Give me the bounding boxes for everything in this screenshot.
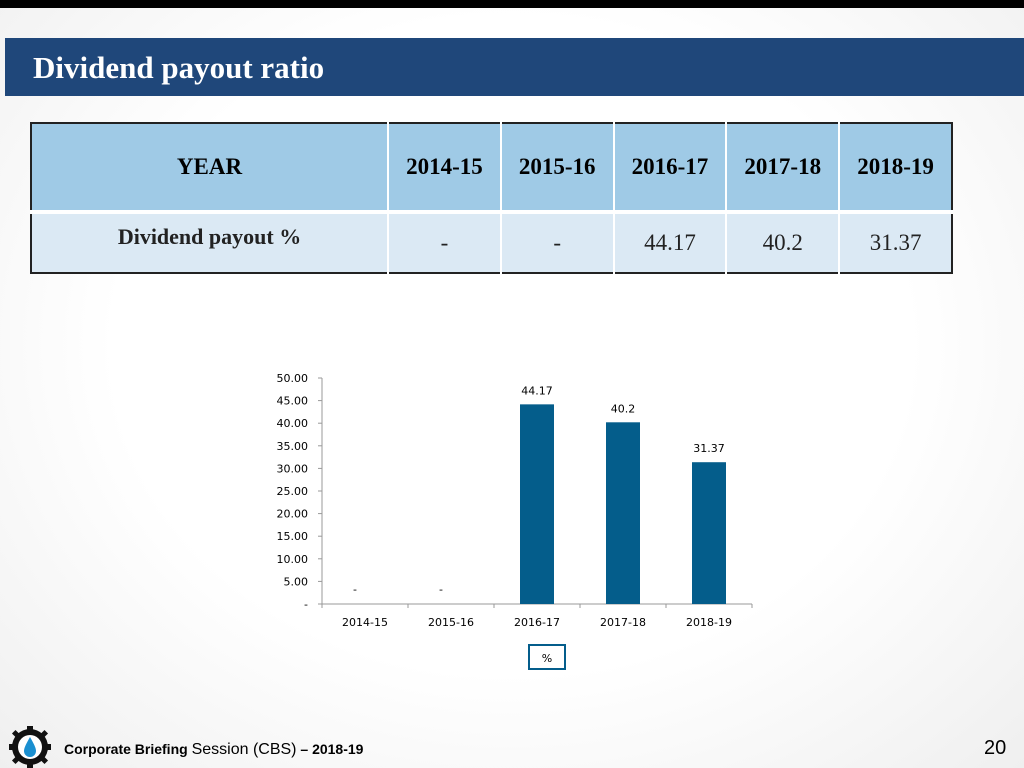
table-header-row: YEAR 2014-15 2015-16 2016-17 2017-18 201… [31, 123, 952, 214]
table-header-cell: 2018-19 [839, 123, 952, 214]
footer-text-part: Corporate Briefing [64, 741, 192, 757]
table-row-label: Dividend payout % [31, 212, 390, 273]
y-tick-label: 5.00 [284, 575, 309, 588]
y-tick-label: 15.00 [277, 530, 309, 543]
table-cell: 40.2 [726, 212, 841, 273]
data-label: 44.17 [521, 384, 553, 397]
data-label: 31.37 [693, 442, 725, 455]
y-tick-label: 20.00 [277, 508, 309, 521]
company-logo-icon [9, 726, 51, 768]
x-tick-label: 2017-18 [600, 616, 646, 629]
y-tick-label: 50.00 [277, 372, 309, 385]
table-cell: 44.17 [613, 212, 728, 273]
bar [520, 404, 554, 604]
title-bar: Dividend payout ratio [5, 38, 1024, 96]
x-tick-label: 2016-17 [514, 616, 560, 629]
y-tick-label: 40.00 [277, 417, 309, 430]
table-header-cell: 2016-17 [613, 123, 728, 214]
data-label: - [439, 583, 443, 596]
dividend-table: YEAR 2014-15 2015-16 2016-17 2017-18 201… [30, 122, 953, 274]
legend-label: % [542, 652, 552, 665]
slide-title: Dividend payout ratio [33, 50, 325, 85]
table-cell: - [388, 212, 502, 273]
bar [692, 462, 726, 604]
top-strip [0, 0, 1024, 8]
footer-text-part: Session (CBS) [191, 741, 297, 758]
y-tick-label: 45.00 [277, 395, 309, 408]
data-label: - [353, 583, 357, 596]
footer-text-part: – 2018-19 [296, 741, 364, 757]
y-tick-label: 25.00 [277, 485, 309, 498]
table-header-cell: 2015-16 [500, 123, 615, 214]
table-header-year: YEAR [31, 123, 390, 214]
y-tick-label: - [304, 598, 308, 611]
bar [606, 422, 640, 604]
table-header-cell: 2017-18 [726, 123, 841, 214]
x-tick-label: 2014-15 [342, 616, 388, 629]
bar-chart: - 5.00 10.00 15.00 20.00 25.00 30.00 35.00 40.00… [277, 372, 753, 670]
legend-box [528, 644, 566, 670]
table-cell: - [500, 212, 615, 273]
x-tick-label: 2018-19 [686, 616, 732, 629]
y-tick-label: 30.00 [277, 462, 309, 475]
y-tick-label: 35.00 [277, 440, 309, 453]
table-cell: 31.37 [839, 212, 952, 273]
table-header-cell: 2014-15 [388, 123, 502, 214]
footer-text: Corporate Briefing Session (CBS) – 2018-… [64, 741, 363, 759]
x-tick-label: 2015-16 [428, 616, 474, 629]
y-tick-label: 10.00 [277, 553, 309, 566]
page-number: 20 [984, 737, 1007, 759]
table-row: Dividend payout % - - 44.17 40.2 31.37 [31, 212, 952, 273]
data-label: 40.2 [611, 402, 636, 415]
